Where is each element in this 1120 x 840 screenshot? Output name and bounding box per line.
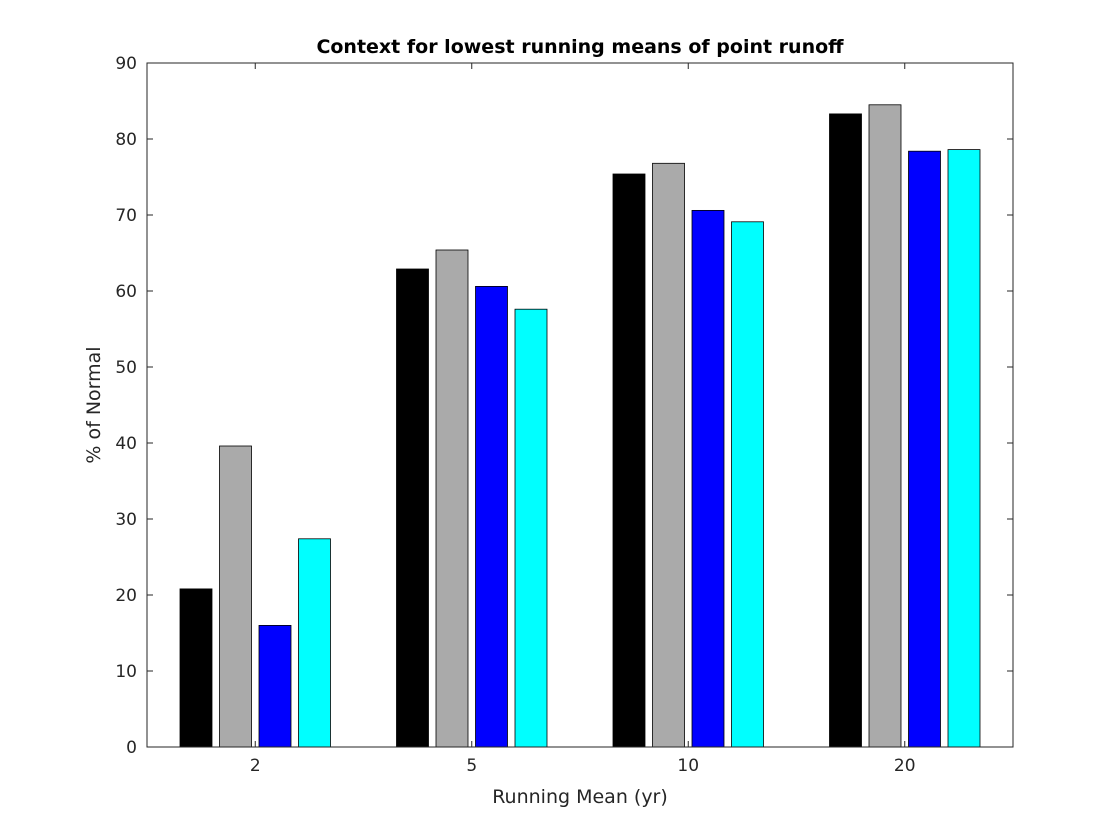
bar-10-s4 <box>731 221 764 748</box>
y-tick-label: 30 <box>115 510 137 530</box>
y-tick-label: 80 <box>115 130 137 150</box>
bar-20-s1 <box>829 113 862 748</box>
x-tick-label: 5 <box>466 756 477 776</box>
y-tick-label: 60 <box>115 282 137 302</box>
bar-20-s3 <box>908 150 941 748</box>
bar-10-s3 <box>691 209 725 748</box>
ticks-layer: 2 5 10 20 0 10 20 30 40 50 60 70 80 90 <box>115 54 1013 776</box>
bar-2-s1 <box>179 588 213 748</box>
bar-2-s2 <box>219 445 252 748</box>
bar-5-s1 <box>396 268 429 748</box>
y-tick-label: 70 <box>115 206 137 226</box>
bar-10-s1 <box>612 173 646 748</box>
x-tick-label: 2 <box>250 756 261 776</box>
bar-10-s2 <box>652 162 685 748</box>
bar-2-s3 <box>258 625 292 748</box>
y-tick-label: 20 <box>115 586 137 606</box>
x-tick-label: 20 <box>894 756 916 776</box>
bar-2-s4 <box>298 538 331 748</box>
bar-20-s2 <box>868 104 902 748</box>
chart-title: Context for lowest running means of poin… <box>316 36 844 58</box>
y-tick-label: 40 <box>115 434 137 454</box>
x-tick-label: 10 <box>677 756 699 776</box>
y-tick-label: 50 <box>115 358 137 378</box>
bars-layer <box>179 104 981 748</box>
x-axis-label: Running Mean (yr) <box>492 786 668 808</box>
bar-20-s4 <box>947 149 981 748</box>
bar-5-s3 <box>475 285 508 748</box>
y-tick-label: 10 <box>115 662 137 682</box>
plot-area-frame <box>146 62 1014 748</box>
bar-5-s4 <box>514 308 548 748</box>
y-tick-label: 0 <box>126 738 137 758</box>
y-tick-label: 90 <box>115 54 137 74</box>
y-axis-label: % of Normal <box>83 346 105 463</box>
bar-5-s2 <box>435 249 469 748</box>
